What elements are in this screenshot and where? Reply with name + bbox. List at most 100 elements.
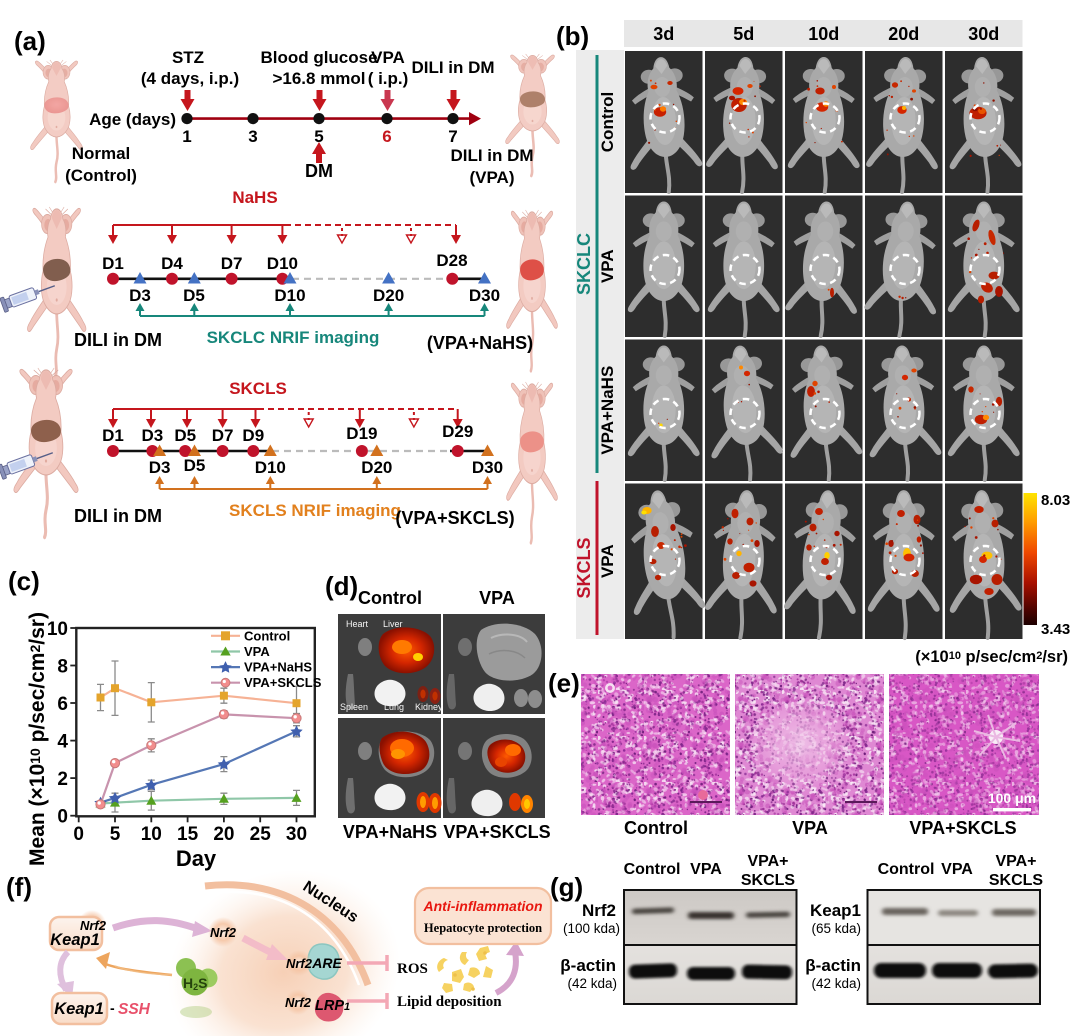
svg-text:8.03: 8.03: [1041, 492, 1070, 509]
svg-text:(VPA+SKCLS): (VPA+SKCLS): [395, 508, 514, 528]
svg-text:Spleen: Spleen: [340, 702, 368, 712]
svg-text:D10: D10: [274, 286, 305, 305]
svg-text:Kidney: Kidney: [415, 702, 443, 712]
svg-text:VPA+NaHS: VPA+NaHS: [343, 822, 437, 842]
svg-text:(VPA+NaHS): (VPA+NaHS): [427, 333, 533, 353]
svg-text:D10: D10: [255, 458, 286, 477]
svg-text:SKCLC: SKCLC: [574, 233, 594, 295]
svg-text:10d: 10d: [808, 24, 839, 44]
svg-text:D3: D3: [142, 426, 164, 445]
svg-text:7: 7: [448, 127, 457, 146]
svg-text:Age (days): Age (days): [89, 110, 176, 129]
svg-text:DILI in DM: DILI in DM: [411, 58, 494, 77]
svg-text:(×1010 p/sec/cm2/sr): (×1010 p/sec/cm2/sr): [915, 648, 1068, 666]
svg-text:SKCLS NRIF imaging: SKCLS NRIF imaging: [229, 501, 401, 520]
svg-text:D5: D5: [183, 286, 205, 305]
svg-text:25: 25: [250, 824, 272, 845]
svg-text:Nrf2: Nrf2: [286, 956, 313, 971]
svg-text:Control: Control: [624, 818, 688, 838]
svg-text:D19: D19: [346, 424, 377, 443]
svg-text:SSH: SSH: [118, 1001, 151, 1018]
svg-text:Liver: Liver: [383, 619, 403, 629]
svg-text:4: 4: [57, 732, 68, 753]
svg-text:VPA+SKCLS: VPA+SKCLS: [443, 822, 550, 842]
svg-text:D20: D20: [373, 286, 404, 305]
svg-text:Day: Day: [176, 846, 217, 871]
svg-text:D1: D1: [102, 426, 124, 445]
svg-text:(e): (e): [548, 668, 580, 698]
svg-text:Nrf2: Nrf2: [80, 918, 107, 933]
svg-text:(Control): (Control): [65, 166, 137, 185]
svg-text:VPA: VPA: [598, 249, 617, 283]
svg-text:SKCLS: SKCLS: [574, 537, 594, 598]
svg-text:DILI in DM: DILI in DM: [74, 330, 162, 350]
svg-text:VPA: VPA: [690, 861, 722, 878]
svg-text:D10: D10: [267, 254, 298, 273]
svg-text:STZ: STZ: [172, 48, 204, 67]
svg-text:SKCLS: SKCLS: [989, 872, 1044, 889]
svg-text:VPA: VPA: [244, 644, 270, 659]
svg-text:β-actin: β-actin: [560, 956, 616, 975]
svg-text:VPA+: VPA+: [995, 853, 1036, 870]
svg-text:5d: 5d: [733, 24, 754, 44]
svg-text:D28: D28: [436, 251, 467, 270]
svg-text:Keap1: Keap1: [810, 901, 861, 920]
svg-text:D3: D3: [129, 286, 151, 305]
svg-text:(c): (c): [8, 566, 40, 596]
svg-text:6: 6: [382, 127, 391, 146]
svg-text:Keap1: Keap1: [54, 1000, 104, 1018]
svg-text:(d): (d): [325, 571, 358, 601]
svg-text:6: 6: [57, 694, 68, 715]
svg-text:2: 2: [57, 769, 68, 790]
svg-text:H2S: H2S: [183, 975, 207, 992]
svg-text:15: 15: [177, 824, 199, 845]
svg-text:VPA: VPA: [598, 544, 617, 578]
svg-text:30d: 30d: [968, 24, 999, 44]
svg-text:0: 0: [73, 824, 84, 845]
svg-text:(100 kda): (100 kda): [563, 921, 620, 936]
svg-text:D20: D20: [361, 458, 392, 477]
svg-text:VPA: VPA: [479, 588, 515, 608]
svg-text:Nrf2: Nrf2: [582, 901, 616, 920]
svg-text:DM: DM: [305, 161, 333, 181]
svg-text:0: 0: [57, 807, 68, 828]
svg-text:Anti-inflammation: Anti-inflammation: [423, 898, 543, 914]
svg-text:20: 20: [213, 824, 234, 845]
svg-text:D30: D30: [472, 458, 503, 477]
svg-text:5: 5: [110, 824, 121, 845]
svg-text:3d: 3d: [653, 24, 674, 44]
svg-text:VPA+NaHS: VPA+NaHS: [244, 660, 312, 675]
svg-text:3.43: 3.43: [1041, 621, 1070, 638]
svg-text:(VPA): (VPA): [469, 168, 514, 187]
svg-text:D7: D7: [212, 426, 234, 445]
svg-text:D30: D30: [469, 286, 500, 305]
svg-text:SKCLS: SKCLS: [741, 872, 796, 889]
svg-text:20d: 20d: [888, 24, 919, 44]
svg-text:VPA+NaHS: VPA+NaHS: [598, 366, 617, 455]
svg-text:Heart: Heart: [346, 619, 369, 629]
svg-text:LRP1: LRP1: [315, 998, 350, 1014]
svg-text:VPA+: VPA+: [747, 853, 788, 870]
svg-text:Blood glucose: Blood glucose: [260, 48, 377, 67]
svg-text:VPA+SKCLS: VPA+SKCLS: [909, 818, 1016, 838]
svg-text:VPA+SKCLS: VPA+SKCLS: [244, 675, 322, 690]
svg-text:100 μm: 100 μm: [988, 790, 1036, 806]
svg-text:8: 8: [57, 657, 68, 678]
svg-text:SKCLS: SKCLS: [229, 379, 287, 398]
svg-text:D3: D3: [149, 458, 171, 477]
svg-text:Nrf2: Nrf2: [210, 925, 237, 940]
svg-text:ROS: ROS: [397, 961, 428, 977]
svg-text:(f): (f): [6, 872, 32, 902]
svg-text:D4: D4: [161, 254, 183, 273]
svg-text:Control: Control: [244, 628, 290, 643]
svg-text:(42 kda): (42 kda): [567, 976, 617, 991]
svg-text:SKCLC NRIF imaging: SKCLC NRIF imaging: [207, 328, 380, 347]
svg-text:D9: D9: [242, 426, 264, 445]
svg-text:Lipid deposition: Lipid deposition: [397, 994, 502, 1010]
svg-text:(42 kda): (42 kda): [811, 976, 861, 991]
svg-text:(b): (b): [556, 21, 589, 51]
svg-text:VPA: VPA: [792, 818, 828, 838]
svg-text:(65 kda): (65 kda): [811, 921, 861, 936]
svg-text:D7: D7: [221, 254, 243, 273]
svg-text:5: 5: [314, 127, 323, 146]
